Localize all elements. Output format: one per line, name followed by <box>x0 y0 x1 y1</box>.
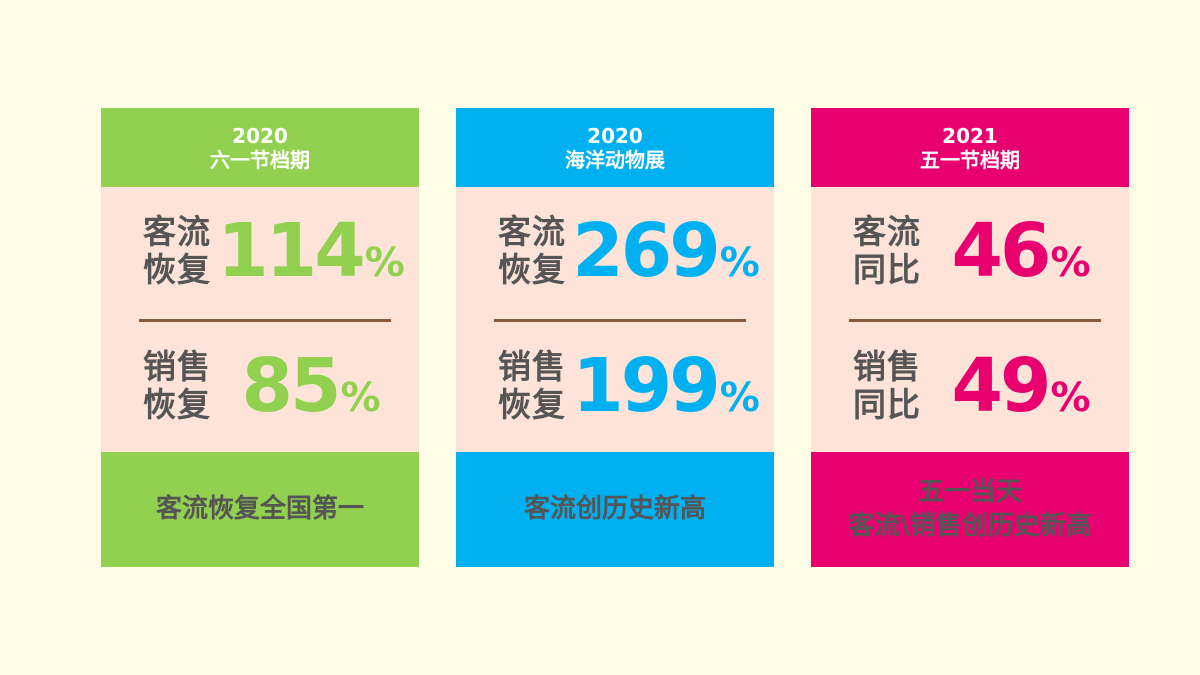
metric-unit: % <box>364 240 405 286</box>
card-footer: 客流创历史新高 <box>456 452 774 567</box>
metric-divider <box>494 319 746 322</box>
card-subtitle: 海洋动物展 <box>565 147 665 172</box>
metric-traffic: 客流 同比 46% <box>811 199 1129 303</box>
metric-label: 客流 恢复 <box>498 213 570 289</box>
metric-label-line2: 同比 <box>853 250 921 289</box>
footer-line2: 客流\销售创历史新高 <box>848 510 1092 541</box>
metric-value: 85% <box>223 349 399 423</box>
metric-divider <box>139 319 391 322</box>
metric-label-line1: 销售 <box>143 347 211 387</box>
metric-label: 客流 恢复 <box>143 213 215 289</box>
metric-traffic: 客流 恢复 114% <box>101 199 419 303</box>
metric-label-line2: 同比 <box>853 385 921 424</box>
metric-sales: 销售 恢复 199% <box>456 334 774 438</box>
metric-sales: 销售 恢复 85% <box>101 334 419 438</box>
metric-unit: % <box>340 375 381 421</box>
metric-label: 客流 同比 <box>853 213 925 289</box>
metric-label-line2: 恢复 <box>143 385 211 424</box>
metric-label-line1: 客流 <box>498 212 566 252</box>
card-header: 2020 六一节档期 <box>101 108 419 187</box>
metric-label-line1: 销售 <box>853 347 921 387</box>
metric-value: 199% <box>572 349 760 423</box>
card-header: 2020 海洋动物展 <box>456 108 774 187</box>
metric-label-line1: 客流 <box>853 212 921 252</box>
metric-sales: 销售 同比 49% <box>811 334 1129 438</box>
footer-line1: 客流创历史新高 <box>523 493 706 524</box>
metric-label: 销售 恢复 <box>143 348 215 424</box>
card-year: 2020 <box>587 123 643 148</box>
card-header: 2021 五一节档期 <box>811 108 1129 187</box>
footer-line1: 客流恢复全国第一 <box>155 493 364 524</box>
card-footer: 五一当天 客流\销售创历史新高 <box>811 452 1129 567</box>
metric-label-line2: 恢复 <box>498 250 566 289</box>
metric-label: 销售 同比 <box>853 348 925 424</box>
metric-unit: % <box>719 240 760 286</box>
metric-unit: % <box>719 375 760 421</box>
metric-label-line1: 客流 <box>143 212 211 252</box>
card-year: 2021 <box>942 123 998 148</box>
metric-label-line1: 销售 <box>498 347 566 387</box>
metric-number: 46 <box>951 208 1051 294</box>
metric-value: 49% <box>933 349 1109 423</box>
stat-card-3: 2021 五一节档期 客流 同比 46% 销售 同比 49% 五一当天 客流\销… <box>811 108 1129 567</box>
card-year: 2020 <box>232 123 288 148</box>
metric-value: 269% <box>572 214 760 288</box>
metric-number: 269 <box>572 208 720 294</box>
stat-card-1: 2020 六一节档期 客流 恢复 114% 销售 恢复 85% 客流恢复全国第一 <box>101 108 419 567</box>
metric-number: 114 <box>217 208 365 294</box>
metric-number: 49 <box>951 343 1051 429</box>
metric-number: 85 <box>241 343 341 429</box>
card-subtitle: 六一节档期 <box>210 147 310 172</box>
metric-label-line2: 恢复 <box>143 250 211 289</box>
footer-line1: 五一当天 <box>917 476 1022 507</box>
metric-unit: % <box>1050 375 1091 421</box>
card-footer: 客流恢复全国第一 <box>101 452 419 567</box>
metric-number: 199 <box>572 343 720 429</box>
metric-value: 114% <box>217 214 405 288</box>
metric-unit: % <box>1050 240 1091 286</box>
metric-label-line2: 恢复 <box>498 385 566 424</box>
metric-value: 46% <box>933 214 1109 288</box>
metric-divider <box>849 319 1101 322</box>
metric-label: 销售 恢复 <box>498 348 570 424</box>
metric-traffic: 客流 恢复 269% <box>456 199 774 303</box>
stat-card-2: 2020 海洋动物展 客流 恢复 269% 销售 恢复 199% 客流创历史新高 <box>456 108 774 567</box>
card-subtitle: 五一节档期 <box>920 147 1020 172</box>
